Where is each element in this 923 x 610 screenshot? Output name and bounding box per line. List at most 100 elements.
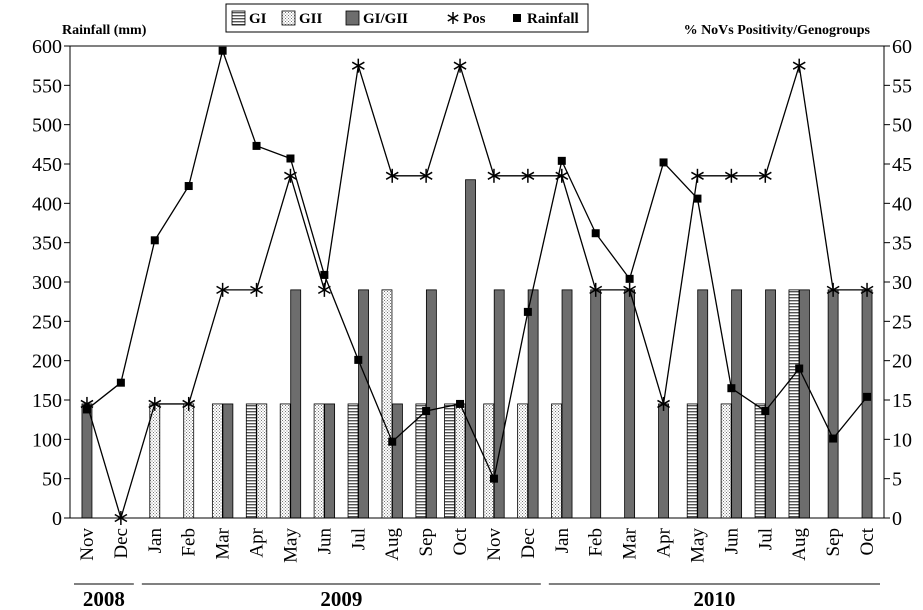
- bar-gi: [348, 404, 358, 518]
- rainfall-point: [83, 405, 91, 413]
- rainfall-point: [388, 438, 396, 446]
- y-left-tick-label: 200: [32, 351, 62, 373]
- y-right-tick-label: 40: [892, 193, 912, 215]
- bar-gii: [280, 404, 290, 518]
- bar-gii: [484, 404, 494, 518]
- right-axis-title: % NoVs Positivity/Genogroups: [684, 23, 871, 38]
- rainfall-point: [795, 365, 803, 373]
- x-tick-label: Feb: [179, 528, 200, 557]
- legend-swatch-gi: [232, 11, 245, 25]
- x-tick-label: Aug: [789, 528, 810, 561]
- bar-gii: [184, 404, 194, 518]
- y-right-tick-label: 50: [892, 115, 912, 137]
- bar-gii: [382, 290, 392, 518]
- y-axis-right-ticks: 0 5 10 15 20 25 30 35 40 45 50 55 60: [884, 36, 912, 530]
- bar-gi-gii: [82, 404, 92, 518]
- legend: GI GII GI/GII Pos Rainfall: [226, 4, 588, 32]
- y-right-tick-label: 10: [892, 429, 912, 451]
- y-left-tick-label: 350: [32, 233, 62, 255]
- y-left-tick-label: 550: [32, 75, 62, 97]
- bar-gi: [445, 404, 455, 518]
- legend-label: GI/GII: [363, 11, 408, 27]
- bar-gi-gii: [625, 290, 635, 518]
- rainfall-point: [354, 356, 362, 364]
- bar-gi-gii: [392, 404, 402, 518]
- rainfall-point: [761, 407, 769, 415]
- rainfall-point: [490, 475, 498, 483]
- rainfall-point: [829, 435, 837, 443]
- bar-gi: [246, 404, 256, 518]
- rainfall-point: [219, 47, 227, 55]
- bar-gii: [455, 404, 465, 518]
- bar-gii: [212, 404, 222, 518]
- rainfall-point: [286, 154, 294, 162]
- pos-point: [454, 59, 466, 73]
- x-tick-label: Mar: [213, 527, 234, 559]
- lines: [81, 47, 873, 525]
- x-tick-label: Jan: [552, 528, 573, 554]
- x-tick-label: May: [687, 528, 708, 563]
- rainfall-point: [320, 271, 328, 279]
- x-tick-label: Dec: [111, 528, 132, 559]
- x-tick-label: Jan: [145, 528, 166, 554]
- rainfall-point: [592, 229, 600, 237]
- bar-gi: [687, 404, 697, 518]
- x-tick-label: Sep: [416, 528, 437, 557]
- y-right-tick-label: 5: [892, 469, 902, 491]
- x-tick-label: May: [280, 528, 301, 563]
- y-axis-left-ticks: 0 50 100 150 200 250 300 350 400 450 500 550 600: [32, 36, 70, 530]
- y-right-tick-label: 25: [892, 311, 912, 333]
- y-right-tick-label: 55: [892, 75, 912, 97]
- bar-gi: [789, 290, 799, 518]
- bar-gi-gii: [862, 290, 872, 518]
- bar-gi-gii: [223, 404, 233, 518]
- bar-gi-gii: [562, 290, 572, 518]
- x-tick-label: Dec: [518, 528, 539, 559]
- y-left-tick-label: 250: [32, 311, 62, 333]
- rainfall-point: [626, 275, 634, 283]
- y-left-tick-label: 150: [32, 390, 62, 412]
- x-tick-label: Mar: [620, 527, 641, 559]
- pos-point: [352, 59, 364, 73]
- x-tick-label: Aug: [382, 528, 403, 561]
- bar-gii: [518, 404, 528, 518]
- x-tick-label: Nov: [77, 528, 98, 561]
- y-right-tick-label: 35: [892, 233, 912, 255]
- year-label: 2008: [83, 587, 125, 610]
- year-groups: 2008 2009 2010: [74, 584, 880, 610]
- pos-point: [793, 59, 805, 73]
- x-tick-label: Sep: [823, 528, 844, 557]
- legend-label: GI: [249, 11, 267, 27]
- rainfall-point: [185, 182, 193, 190]
- bar-gi-gii: [828, 290, 838, 518]
- y-left-tick-label: 100: [32, 429, 62, 451]
- bar-gi-gii: [359, 290, 369, 518]
- pos-line: [87, 66, 867, 518]
- y-left-tick-label: 500: [32, 115, 62, 137]
- legend-swatch-rainfall: [513, 14, 521, 22]
- legend-label: Pos: [463, 11, 486, 27]
- bar-gi: [755, 404, 765, 518]
- x-tick-label: Jul: [348, 528, 369, 550]
- x-tick-label: Feb: [586, 528, 607, 557]
- legend-swatch-gi-gii: [346, 11, 359, 25]
- rainfall-point: [524, 308, 532, 316]
- bar-gi-gii: [426, 290, 436, 518]
- year-label: 2010: [693, 587, 735, 610]
- y-right-tick-label: 60: [892, 36, 912, 58]
- bars: [82, 180, 872, 518]
- y-left-tick-label: 0: [52, 508, 62, 530]
- rainfall-point: [117, 379, 125, 387]
- x-tick-label: Apr: [247, 527, 268, 557]
- x-tick-label: Apr: [654, 527, 675, 557]
- bar-gi-gii: [528, 290, 538, 518]
- bar-gi-gii: [732, 290, 742, 518]
- y-right-tick-label: 20: [892, 351, 912, 373]
- rainfall-point: [660, 158, 668, 166]
- bar-gi-gii: [325, 404, 335, 518]
- rainfall-line: [87, 51, 867, 479]
- bar-gi: [416, 404, 426, 518]
- bar-gii: [314, 404, 324, 518]
- y-right-tick-label: 15: [892, 390, 912, 412]
